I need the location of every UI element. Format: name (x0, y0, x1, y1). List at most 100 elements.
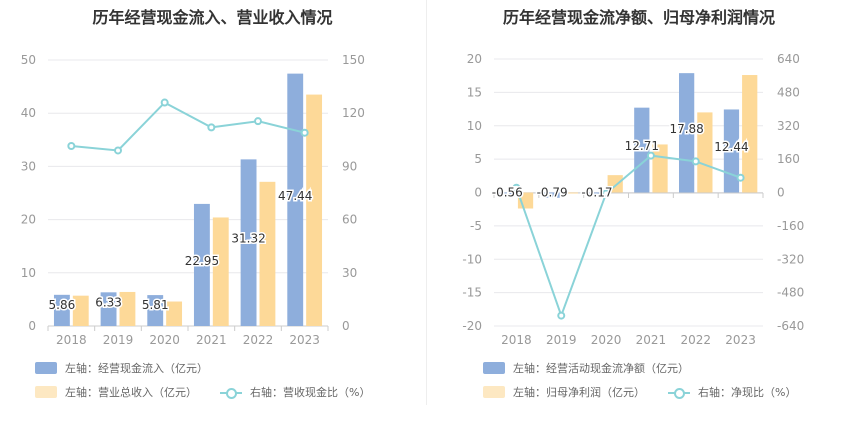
x-tick-label: 2021 (636, 333, 667, 347)
legend-item-net-cash[interactable]: 左轴：经营活动现金流净额（亿元） (483, 360, 689, 376)
y-tick-label-left: -5 (470, 219, 482, 233)
line-point (602, 189, 611, 198)
chart-title: 历年经营现金流净额、归母净利润情况 (502, 8, 775, 27)
y-tick-label-right: -480 (777, 286, 804, 300)
legend-item-ratio[interactable]: 右轴：营收现金比（%） (220, 384, 370, 400)
legend-item-cash-inflow[interactable]: 左轴：经营现金流入（亿元） (35, 360, 208, 376)
bar (679, 73, 695, 193)
x-tick-label: 2019 (546, 333, 577, 347)
legend-label: 左轴：归母净利润（亿元） (513, 386, 645, 399)
y-tick-label-right: 150 (342, 53, 365, 67)
y-tick-label-left: -20 (462, 319, 482, 333)
y-tick-label-left: 15 (467, 85, 482, 99)
y-tick-label-right: -160 (777, 219, 804, 233)
bar (259, 181, 276, 326)
bar (499, 192, 515, 197)
data-label: -0.79 (537, 186, 568, 200)
legend-item-net-profit[interactable]: 左轴：归母净利润（亿元） (483, 384, 645, 400)
chart-svg: -20 -15 -10 -5 0 5 10 15 20 -640 -480 -320 -160 0 160 3… (462, 52, 804, 347)
x-tick-label: 2020 (149, 333, 180, 347)
legend-swatch (483, 386, 505, 398)
bar (166, 301, 183, 326)
y-tick-label-right: 480 (777, 85, 800, 99)
line-point (512, 183, 521, 192)
x-tick-label: 2018 (56, 333, 87, 347)
x-tick-label: 2019 (103, 333, 134, 347)
data-label: 5.81 (142, 298, 169, 312)
chart-panel-cash-inflow: 历年经营现金流入、营业收入情况 0 10 20 30 40 50 0 30 60 90 120 150… (21, 8, 370, 400)
bar (212, 217, 229, 326)
legend-swatch (35, 386, 57, 398)
data-label: 5.86 (49, 298, 76, 312)
data-label: -0.17 (581, 186, 612, 200)
x-tick-label: 2022 (243, 333, 274, 347)
line-point (67, 142, 76, 151)
data-label: -0.56 (492, 186, 523, 200)
y-tick-label-left: 10 (21, 266, 36, 280)
legend-label: 左轴：经营现金流入（亿元） (65, 362, 208, 375)
data-label: 31.32 (231, 232, 265, 246)
bar (697, 112, 713, 193)
y-tick-label-left: -15 (462, 286, 482, 300)
y-tick-label-left: 50 (21, 53, 36, 67)
y-tick-label-left: 40 (21, 106, 36, 120)
legend-swatch (483, 362, 505, 374)
x-tick-label: 2018 (501, 333, 532, 347)
legend-swatch (35, 362, 57, 374)
bar (119, 291, 136, 326)
line-point (254, 117, 262, 126)
bar (240, 159, 257, 326)
bar (634, 107, 650, 193)
data-label: 12.44 (714, 140, 748, 154)
y-tick-label-right: 90 (342, 159, 357, 173)
bar (589, 192, 605, 194)
y-tick-label-right: 0 (342, 319, 350, 333)
line-point (646, 151, 655, 160)
y-tick-label-right: 640 (777, 52, 800, 66)
bar (287, 73, 304, 326)
y-tick-label-left: -10 (462, 252, 482, 266)
bar (544, 192, 560, 198)
y-tick-label-left: 5 (474, 152, 482, 166)
x-tick-label: 2023 (725, 333, 756, 347)
line-point (557, 311, 566, 320)
bar (72, 295, 89, 326)
data-label: 6.33 (95, 295, 122, 309)
panel-divider (426, 0, 427, 405)
line-point (300, 128, 309, 137)
line-point (736, 173, 745, 182)
line-series (515, 154, 741, 319)
legend-swatch-line (668, 386, 690, 399)
y-tick-label-right: 60 (342, 213, 357, 227)
data-label: 17.88 (669, 122, 703, 136)
y-tick-label-left: 30 (21, 159, 36, 173)
y-tick-label-right: 0 (777, 186, 785, 200)
y-tick-label-left: 20 (467, 52, 482, 66)
bar (100, 292, 117, 326)
bar (53, 294, 70, 326)
y-tick-label-left: 0 (28, 319, 36, 333)
legend-item-revenue[interactable]: 左轴：营业总收入（亿元） (35, 384, 197, 400)
x-tick-label: 2021 (196, 333, 227, 347)
bar (742, 75, 758, 193)
line-point (160, 98, 169, 107)
legend-item-net-ratio[interactable]: 右轴：净现比（%） (668, 384, 796, 400)
legend-label: 左轴：经营活动现金流净额（亿元） (513, 362, 689, 375)
line-point (207, 123, 216, 132)
bar (193, 203, 210, 326)
y-tick-label-right: 30 (342, 266, 357, 280)
bar (562, 192, 578, 194)
data-label: 12.71 (625, 139, 659, 153)
bar (147, 295, 164, 326)
x-tick-label: 2022 (680, 333, 711, 347)
legend-label: 右轴：净现比（%） (698, 386, 797, 399)
y-tick-label-right: 320 (777, 119, 800, 133)
legend-swatch-line (220, 386, 242, 399)
y-tick-label-right: 160 (777, 152, 800, 166)
y-tick-label-right: 120 (342, 106, 365, 120)
chart-panel-net-cash: 历年经营现金流净额、归母净利润情况 -20 -15 -10 -5 0 5 10 15 20 -64… (428, 0, 850, 437)
data-label: 47.44 (278, 189, 312, 203)
data-label: 22.95 (185, 254, 219, 268)
y-tick-label-left: 10 (467, 119, 482, 133)
legend-label: 右轴：营收现金比（%） (250, 386, 371, 399)
